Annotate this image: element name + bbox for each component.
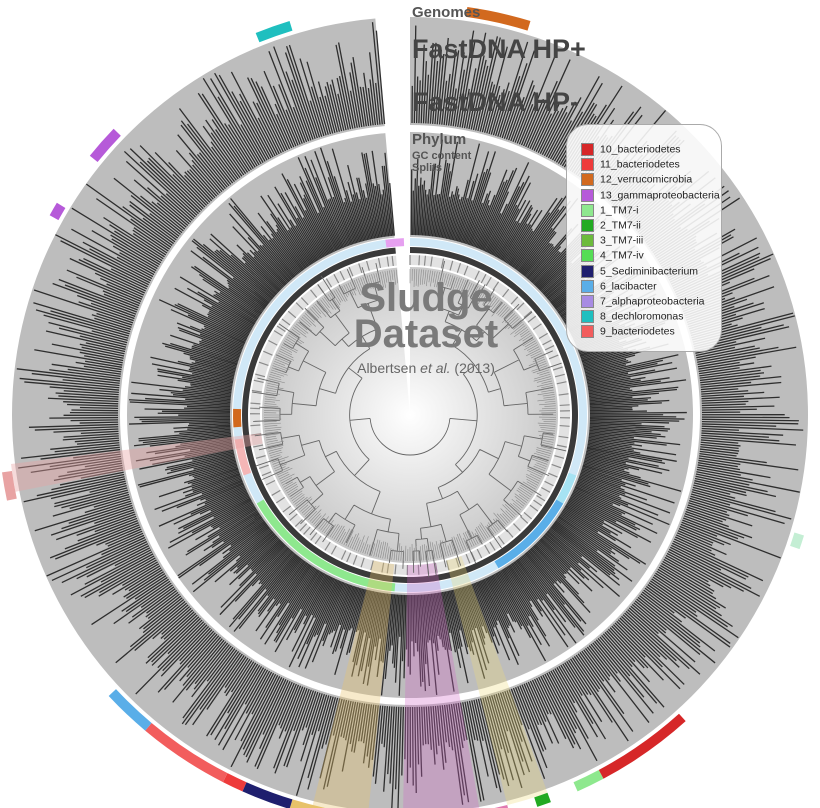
genome-bin-segment: [790, 532, 804, 550]
citation-authors: Albertsen: [357, 360, 421, 376]
legend-label: 9_bacteriodetes: [600, 325, 675, 338]
legend-label: 5_Sediminibacterium: [600, 265, 699, 278]
genome-bin-segment: [255, 21, 293, 43]
genome-bin-segment: [534, 792, 551, 807]
legend-label: 13_gammaproteobacteria: [600, 189, 720, 202]
highlight-wedge: [312, 560, 395, 808]
gc-content-layer-label: GC content: [412, 150, 472, 162]
legend-item: 3_TM7-iii: [581, 234, 643, 248]
legend-label: 11_bacteriodetes: [600, 158, 680, 171]
legend-item: 2_TM7-ii: [581, 219, 641, 233]
legend-item: 8_dechloromonas: [581, 310, 683, 324]
legend-swatch: [581, 279, 594, 293]
phylum-segment: [556, 472, 577, 504]
legend-label: 10_bacteriodetes: [600, 143, 681, 156]
legend-swatch: [581, 264, 594, 278]
genome-bin-segment: [573, 769, 604, 792]
genome-bin-segment: [108, 689, 152, 731]
legend-label: 7_alphaproteobacteria: [600, 295, 705, 308]
legend-label: 1_TM7-i: [600, 204, 639, 217]
legend-swatch: [581, 295, 594, 308]
tree-background: [261, 267, 558, 563]
legend-label: 2_TM7-ii: [600, 219, 641, 232]
legend-swatch: [581, 158, 594, 172]
legend-item: 12_verrucomicrobia: [581, 173, 692, 187]
legend-swatch: [581, 173, 594, 187]
genome-bin-segment: [465, 7, 531, 31]
phylum-segment: [233, 408, 242, 428]
citation-year: (2013): [450, 360, 495, 376]
legend-swatch: [581, 249, 594, 263]
legend-swatch: [581, 143, 594, 156]
genome-bin-segment: [89, 128, 121, 163]
legend-item: 11_bacteriodetes: [581, 158, 680, 172]
legend-item: 6_lacibacter: [581, 279, 657, 294]
phylum-layer-label: Phylum: [412, 131, 467, 148]
legend-label: 4_TM7-iv: [600, 249, 644, 262]
legend-label: 8_dechloromonas: [600, 310, 684, 323]
tree-leaves: [264, 269, 556, 561]
genome-bin-segment: [49, 202, 66, 221]
highlight-wedge: [10, 433, 263, 492]
genome-bin-segment: [289, 799, 326, 808]
splits-ticks: [250, 255, 570, 575]
genome-bin-segment: [2, 470, 17, 501]
highlight-wedge: [403, 562, 480, 808]
hp-minus-layer-label: FastDNA HP-: [412, 87, 580, 117]
phylum-segment: [234, 438, 252, 476]
legend-swatch: [581, 325, 594, 339]
legend-item: 13_gammaproteobacteria: [581, 188, 720, 203]
genomes-layer-label: Genomes: [412, 4, 481, 21]
legend-swatch: [581, 234, 594, 248]
legend-swatch: [581, 188, 594, 202]
dataset-title: Sludge Dataset Albertsen et al. (2013): [336, 276, 516, 376]
phylogenetic-tree: [252, 260, 567, 578]
phylum-segment: [494, 499, 564, 569]
legend-item: 10_bacteriodetes: [581, 143, 681, 157]
legend-item: 1_TM7-i: [581, 203, 639, 218]
genome-bin-segment: [242, 782, 293, 808]
legend-label: 12_verrucomicrobia: [600, 173, 693, 186]
title-line-2: Dataset: [353, 312, 499, 356]
legend-item: 5_Sediminibacterium: [581, 264, 699, 279]
legend-swatch: [581, 203, 594, 217]
splits-layer-label: Splits: [412, 162, 442, 174]
hp-minus-bars: [129, 139, 687, 696]
legend-swatch: [581, 310, 594, 324]
legend-item: 7_alphaproteobacteria: [581, 295, 705, 309]
citation-et-al: et al.: [420, 360, 451, 376]
citation: Albertsen et al. (2013): [336, 360, 516, 376]
title-line-1: Sludge: [359, 276, 493, 320]
hp-plus-layer-label: FastDNA HP+: [412, 34, 586, 64]
genome-bin-segment: [222, 773, 247, 792]
legend-label: 6_lacibacter: [600, 280, 657, 293]
genome-bin-segment: [494, 805, 508, 808]
legend-label: 3_TM7-iii: [600, 234, 644, 247]
bin-legend: 10_bacteriodetes 11_bacteriodetes 12_verru…: [566, 124, 722, 352]
genome-bin-segment: [598, 713, 686, 779]
highlight-wedge: [446, 555, 548, 806]
genome-bin-segment: [145, 722, 228, 783]
legend-item: 9_bacteriodetes: [581, 325, 675, 339]
phylum-segment: [385, 238, 405, 248]
phylum-segment: [256, 499, 396, 592]
legend-item: 4_TM7-iv: [581, 249, 644, 263]
legend-swatch: [581, 219, 594, 232]
